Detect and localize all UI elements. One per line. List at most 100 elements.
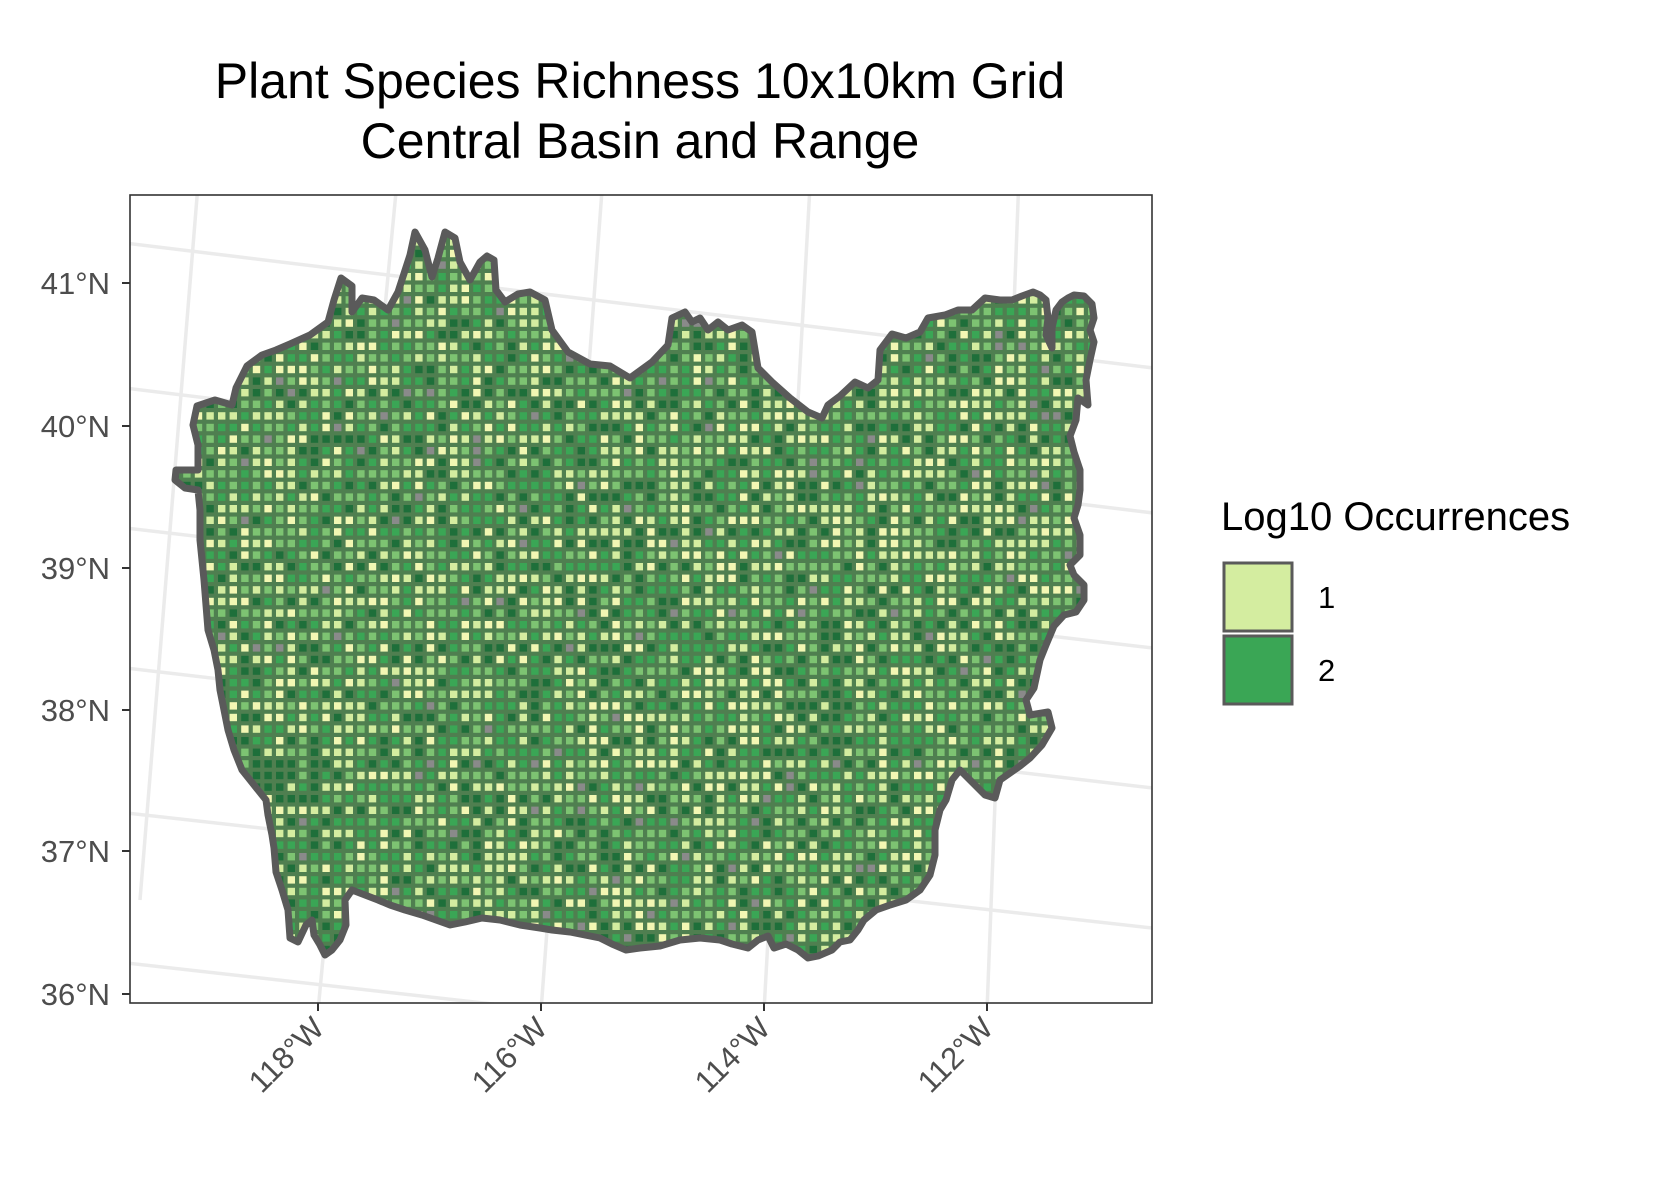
grid-cell bbox=[716, 377, 725, 385]
grid-cell bbox=[276, 423, 284, 432]
grid-cell bbox=[380, 690, 388, 698]
grid-cell bbox=[368, 690, 377, 698]
grid-cell bbox=[670, 806, 678, 814]
grid-cell bbox=[879, 377, 887, 385]
grid-cell bbox=[392, 841, 400, 849]
grid-cell bbox=[206, 447, 214, 455]
grid-cell bbox=[728, 435, 736, 443]
grid-cell bbox=[937, 319, 945, 327]
grid-cell bbox=[612, 528, 620, 536]
grid-cell bbox=[751, 818, 759, 826]
grid-cell bbox=[218, 539, 226, 548]
grid-cell bbox=[380, 853, 388, 861]
grid-cell bbox=[763, 829, 771, 838]
grid-cell bbox=[380, 447, 388, 455]
grid-cell bbox=[496, 899, 504, 907]
grid-cell bbox=[276, 725, 284, 733]
grid-cell bbox=[1006, 447, 1015, 455]
grid-cell bbox=[1030, 667, 1038, 675]
grid-cell bbox=[763, 400, 771, 408]
grid-cell bbox=[705, 876, 713, 884]
grid-cell bbox=[252, 702, 261, 710]
grid-cell bbox=[832, 563, 841, 571]
grid-cell bbox=[682, 876, 690, 884]
grid-cell bbox=[751, 679, 759, 687]
grid-cell bbox=[438, 365, 446, 374]
grid-cell bbox=[624, 621, 632, 629]
grid-cell bbox=[415, 412, 423, 420]
grid-cell bbox=[670, 679, 678, 687]
grid-cell bbox=[624, 609, 632, 617]
grid-cell bbox=[380, 481, 388, 490]
grid-cell bbox=[473, 621, 481, 629]
grid-cell bbox=[392, 725, 400, 733]
grid-cell bbox=[345, 829, 353, 838]
grid-cell bbox=[403, 737, 411, 745]
grid-cell bbox=[276, 713, 284, 722]
grid-cell bbox=[693, 551, 701, 559]
grid-cell bbox=[519, 528, 527, 536]
grid-cell bbox=[496, 458, 504, 466]
grid-cell bbox=[241, 481, 249, 490]
grid-cell bbox=[403, 864, 411, 872]
grid-cell bbox=[925, 551, 933, 559]
grid-cell bbox=[252, 539, 261, 548]
grid-cell bbox=[403, 632, 411, 640]
grid-cell bbox=[1006, 481, 1015, 490]
grid-cell bbox=[902, 505, 910, 513]
grid-cell bbox=[740, 377, 748, 385]
grid-cell bbox=[368, 354, 377, 362]
grid-cell bbox=[310, 632, 319, 640]
grid-cell bbox=[299, 389, 307, 397]
grid-cell bbox=[1064, 319, 1073, 327]
grid-cell bbox=[334, 389, 342, 397]
grid-cell bbox=[508, 563, 516, 571]
grid-cell bbox=[879, 435, 887, 443]
grid-cell bbox=[809, 574, 817, 582]
grid-cell bbox=[484, 829, 493, 838]
grid-cell bbox=[450, 423, 458, 432]
grid-cell bbox=[264, 365, 272, 374]
grid-cell bbox=[798, 551, 806, 559]
grid-cell bbox=[705, 725, 713, 733]
grid-cell bbox=[345, 667, 353, 675]
grid-cell bbox=[519, 713, 527, 722]
grid-cell bbox=[1076, 377, 1084, 385]
grid-cell bbox=[948, 342, 957, 350]
grid-cell bbox=[322, 841, 330, 849]
grid-cell bbox=[531, 690, 539, 698]
grid-cell bbox=[508, 621, 516, 629]
grid-cell bbox=[832, 539, 841, 548]
grid-cell bbox=[682, 539, 690, 548]
grid-cell bbox=[658, 574, 667, 582]
grid-cell bbox=[322, 899, 330, 907]
grid-cell bbox=[821, 771, 829, 780]
grid-cell bbox=[600, 713, 609, 722]
grid-cell bbox=[995, 458, 1003, 466]
grid-cell bbox=[357, 528, 365, 536]
grid-cell bbox=[774, 713, 783, 722]
grid-cell bbox=[403, 551, 411, 559]
grid-cell bbox=[310, 539, 319, 548]
grid-cell bbox=[438, 342, 446, 350]
grid-cell bbox=[566, 725, 574, 733]
grid-cell bbox=[508, 389, 516, 397]
grid-cell bbox=[728, 899, 736, 907]
grid-cell bbox=[809, 795, 817, 803]
grid-cell bbox=[716, 737, 725, 745]
grid-cell bbox=[276, 829, 284, 838]
grid-cell bbox=[1018, 713, 1026, 722]
grid-cell bbox=[612, 389, 620, 397]
grid-cell bbox=[844, 644, 852, 652]
grid-cell bbox=[600, 887, 609, 896]
grid-cell bbox=[751, 713, 759, 722]
grid-cell bbox=[740, 644, 748, 652]
grid-cell bbox=[879, 795, 887, 803]
grid-cell bbox=[264, 435, 272, 443]
grid-cell bbox=[438, 447, 446, 455]
grid-cell bbox=[1018, 609, 1026, 617]
grid-cell bbox=[798, 806, 806, 814]
grid-cell bbox=[728, 597, 736, 606]
grid-cell bbox=[716, 771, 725, 780]
grid-cell bbox=[960, 447, 968, 455]
